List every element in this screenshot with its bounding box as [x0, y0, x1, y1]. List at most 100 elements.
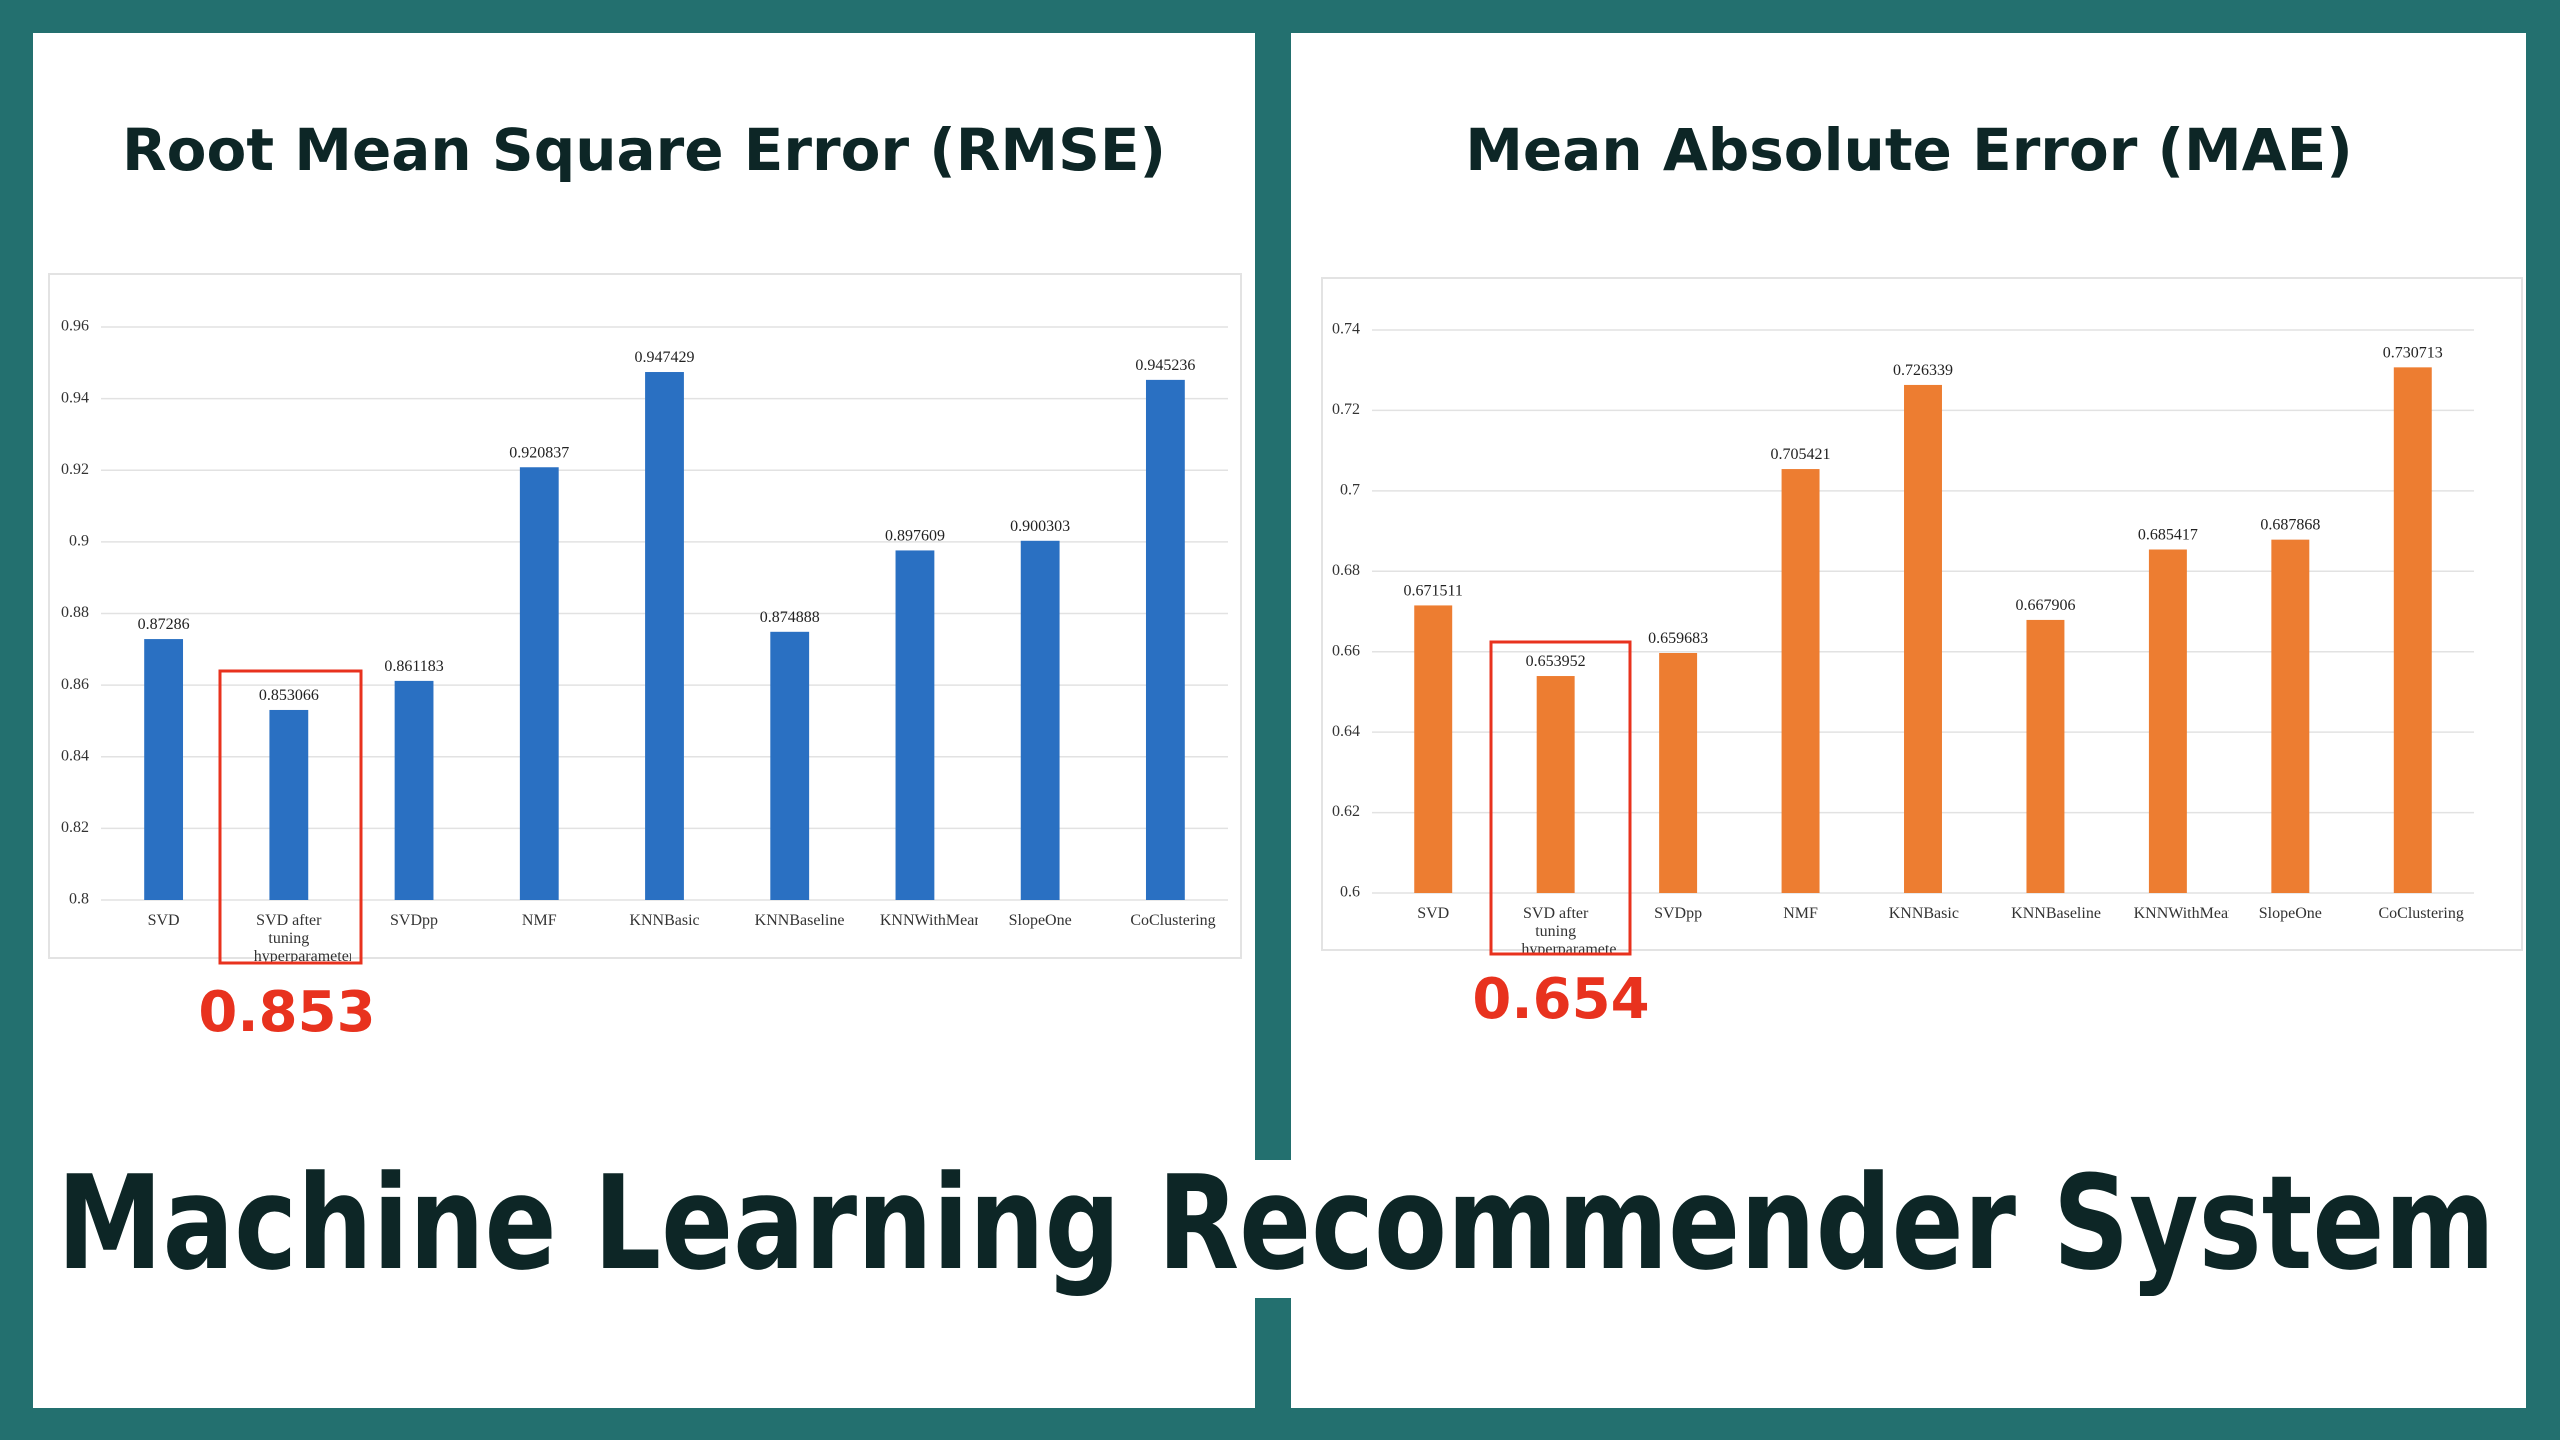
x-tick-label: SVD [147, 912, 180, 929]
x-tick-label: SVDpp [1654, 905, 1703, 922]
value-label: 0.687868 [2260, 517, 2320, 534]
y-tick-label: 0.72 [1332, 401, 1360, 418]
x-tick-label-box: SVD after tuning hyperparameters [253, 912, 352, 962]
chart: Mean Absolute Error (MAE) 0.6 0.62 0.64 0.66… [1321, 116, 2523, 1032]
x-tick-label: SVDpp [390, 912, 439, 929]
bar [1536, 676, 1575, 893]
y-tick-label: 0.84 [61, 747, 89, 764]
x-tick-label: KNNWithMeans [2133, 905, 2230, 922]
chart-frame [48, 273, 1242, 959]
value-label: 0.945236 [1135, 357, 1195, 374]
x-tick-label-box: SVD [1417, 905, 1450, 922]
y-tick-label: 0.94 [61, 389, 89, 406]
x-tick-label-box: CoClustering [1130, 912, 1216, 929]
x-tick-label-box: SVD [147, 912, 180, 929]
x-tick-label: KNNBaseline [754, 912, 845, 929]
x-tick-label: SlopeOne [2258, 905, 2322, 922]
y-tick-label: 0.62 [1332, 803, 1360, 820]
y-tick-label: 0.86 [61, 676, 89, 693]
x-tick-label: CoClustering [1130, 912, 1216, 929]
y-tick-label: 0.8 [69, 891, 89, 908]
chart-title: Root Mean Square Error (RMSE) [122, 116, 1166, 184]
value-label: 0.900303 [1010, 518, 1070, 535]
x-tick-label-box: CoClustering [2378, 905, 2464, 922]
bar [394, 680, 434, 900]
value-label: 0.853066 [259, 687, 319, 704]
y-tick-label: 0.6 [1340, 884, 1360, 901]
highlight-box [1489, 640, 1632, 956]
bar [895, 550, 935, 900]
bar [144, 639, 184, 900]
y-tick-label: 0.74 [1332, 321, 1360, 338]
x-tick-label-box: SlopeOne [1008, 912, 1072, 929]
annotation: 0.654 [1472, 967, 1649, 1032]
x-tick-label: NMF [521, 912, 557, 929]
x-tick-label-box: KNNBasic [1888, 905, 1959, 922]
chart-title: Mean Absolute Error (MAE) [1465, 116, 2353, 184]
value-label: 0.947429 [635, 349, 695, 366]
x-tick-label-box: KNNBasic [629, 912, 700, 929]
x-tick-label-box: SlopeOne [2258, 905, 2322, 922]
value-label: 0.705421 [1771, 446, 1831, 463]
x-tick-label-box: KNNBaseline [754, 912, 845, 929]
bar [2148, 549, 2187, 893]
bar [770, 631, 810, 900]
x-tick-label: SlopeOne [1008, 912, 1072, 929]
value-label: 0.730713 [2383, 344, 2443, 361]
value-label: 0.685417 [2138, 527, 2198, 544]
bar [2271, 539, 2310, 893]
bar [1414, 605, 1453, 893]
bar [1781, 469, 1820, 893]
value-label: 0.659683 [1648, 630, 1708, 647]
chart: Root Mean Square Error (RMSE) 0.8 0.82 0.84… [48, 116, 1242, 1045]
y-tick-label: 0.88 [61, 604, 89, 621]
headline: Machine Learning Recommender System [57, 1147, 2495, 1299]
value-label: 0.667906 [2015, 597, 2075, 614]
bar [2026, 619, 2065, 893]
value-label: 0.653952 [1526, 653, 1586, 670]
bar [2393, 367, 2432, 893]
y-tick-label: 0.9 [69, 533, 89, 550]
x-tick-label-box: KNNBaseline [2011, 905, 2101, 922]
y-tick-label: 0.82 [61, 819, 89, 836]
x-tick-label: NMF [1783, 905, 1818, 922]
x-tick-label-box: KNNWithMeans [879, 912, 978, 929]
highlight-box [218, 669, 363, 965]
x-tick-label: KNNWithMeans [879, 912, 978, 929]
x-tick-label: SVD [1417, 905, 1450, 922]
value-label: 0.874888 [760, 609, 820, 626]
bar [269, 709, 309, 900]
bar [1904, 384, 1942, 893]
y-tick-label: 0.68 [1332, 562, 1360, 579]
x-tick-label-box: SVDpp [1654, 905, 1703, 922]
y-tick-label: 0.92 [61, 461, 89, 478]
annotation: 0.853 [198, 980, 375, 1045]
value-label: 0.861183 [384, 658, 443, 675]
y-tick-label: 0.7 [1340, 482, 1360, 499]
value-label: 0.897609 [885, 527, 945, 544]
x-tick-label: CoClustering [2378, 905, 2464, 922]
x-tick-label: KNNBasic [629, 912, 700, 929]
x-tick-label: KNNBasic [1888, 905, 1959, 922]
headline-backdrop [1250, 1160, 1300, 1298]
bar [1020, 540, 1060, 900]
value-label: 0.920837 [509, 444, 569, 461]
bar [1145, 379, 1185, 901]
x-tick-label: KNNBaseline [2011, 905, 2101, 922]
x-tick-label-box: NMF [1783, 905, 1818, 922]
bar [645, 372, 684, 900]
value-label: 0.671511 [1404, 582, 1463, 599]
y-tick-label: 0.96 [61, 318, 89, 335]
x-tick-label-box: SVDpp [390, 912, 439, 929]
x-tick-label: SVD after tuning hyperparameters [253, 912, 352, 962]
x-tick-label-box: KNNWithMeans [2133, 905, 2230, 922]
y-tick-label: 0.64 [1332, 723, 1360, 740]
bar [519, 467, 559, 900]
x-tick-label-box: SVD after tuning hyperparameters [1521, 905, 1617, 955]
y-tick-label: 0.66 [1332, 642, 1360, 659]
value-label: 0.87286 [138, 616, 190, 633]
x-tick-label-box: NMF [521, 912, 557, 929]
value-label: 0.726339 [1893, 362, 1953, 379]
x-tick-label: SVD after tuning hyperparameters [1521, 905, 1617, 955]
